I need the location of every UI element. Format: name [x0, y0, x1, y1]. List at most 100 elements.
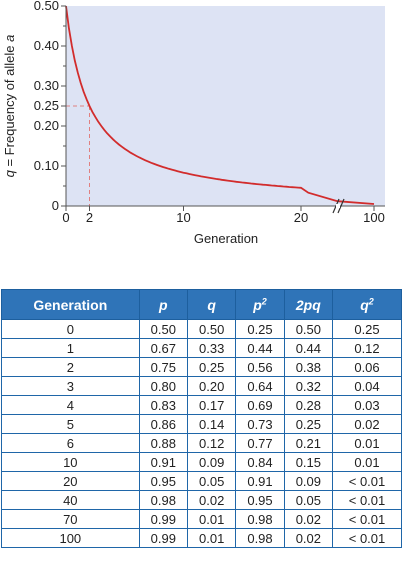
y-tick-label: 0.50: [34, 0, 59, 13]
table-cell: 0.02: [283, 509, 334, 529]
plot-background: [66, 6, 385, 206]
y-tick-label: 0.20: [34, 118, 59, 133]
table-row: 4 0.83 0.17 0.69 0.28 0.03: [1, 395, 402, 415]
table-cell: < 0.01: [332, 490, 402, 510]
table-cell: 0.05: [283, 490, 334, 510]
header-2pq: 2pq: [283, 289, 334, 320]
table-cell: 0.02: [186, 490, 237, 510]
x-tick-label: 0: [62, 210, 69, 225]
table-cell: 2: [1, 357, 140, 377]
y-axis-title: q = Frequency of allele a: [2, 35, 17, 178]
table-cell: 0.32: [283, 376, 334, 396]
break-slash: [337, 198, 345, 214]
table-cell: 0.98: [235, 528, 285, 548]
table-row: 1 0.67 0.33 0.44 0.44 0.12: [1, 338, 402, 358]
table-cell: 0.20: [186, 376, 237, 396]
table-cell: 0.84: [235, 452, 285, 472]
table-cell: 0.99: [138, 528, 188, 548]
table-row: 70 0.99 0.01 0.98 0.02 < 0.01: [1, 509, 402, 529]
table-cell: 0.64: [235, 376, 285, 396]
table-header-row: Generation p q p2 2pq q2: [1, 289, 402, 320]
table-cell: 0.21: [283, 433, 334, 453]
table-cell: 1: [1, 338, 140, 358]
table-row: 100 0.99 0.01 0.98 0.02 < 0.01: [1, 528, 402, 548]
table-cell: 0.01: [186, 528, 237, 548]
table-cell: 0.50: [138, 319, 188, 339]
table-cell: 0.80: [138, 376, 188, 396]
header-generation: Generation: [1, 289, 140, 320]
table-cell: 10: [1, 452, 140, 472]
header-p-squared: p2: [235, 289, 285, 320]
table-cell: 0.25: [332, 319, 402, 339]
x-tick-label: 10: [176, 210, 190, 225]
y-tick-label: 0.10: [34, 158, 59, 173]
x-tick-label: 20: [294, 210, 308, 225]
table-cell: 0.50: [186, 319, 237, 339]
allele-frequency-chart: 0 0.10 0.20 0.25 0.30 0.40 0.50 0 2 10 20 100 Gener…: [2, 0, 385, 246]
table-cell: 0.56: [235, 357, 285, 377]
table-cell: 0.25: [186, 357, 237, 377]
table-cell: 0.99: [138, 509, 188, 529]
table-cell: 0.91: [138, 452, 188, 472]
table-cell: 0.25: [283, 414, 334, 434]
table-cell: 0.95: [235, 490, 285, 510]
table-cell: 0.98: [138, 490, 188, 510]
table-cell: 0.88: [138, 433, 188, 453]
table-cell: 0.09: [283, 471, 334, 491]
table-cell: 0.06: [332, 357, 402, 377]
table-cell: 0.02: [283, 528, 334, 548]
table-cell: 0.50: [283, 319, 334, 339]
x-axis-title: Generation: [194, 231, 258, 246]
table-cell: 0.69: [235, 395, 285, 415]
table-cell: 3: [1, 376, 140, 396]
table-row: 0 0.50 0.50 0.25 0.50 0.25: [1, 319, 402, 339]
table-cell: 0.03: [332, 395, 402, 415]
table-cell: 0.01: [332, 452, 402, 472]
x-tick-label: 100: [363, 210, 385, 225]
table-cell: 0.05: [186, 471, 237, 491]
table-cell: 70: [1, 509, 140, 529]
table-cell: 0.91: [235, 471, 285, 491]
y-tick-label: 0.30: [34, 78, 59, 93]
table-cell: 0.73: [235, 414, 285, 434]
table-cell: 5: [1, 414, 140, 434]
table-row: 6 0.88 0.12 0.77 0.21 0.01: [1, 433, 402, 453]
table-cell: 100: [1, 528, 140, 548]
table-row: 20 0.95 0.05 0.91 0.09 < 0.01: [1, 471, 402, 491]
table-cell: < 0.01: [332, 471, 402, 491]
y-tick-label: 0.25: [34, 98, 59, 113]
table-cell: 6: [1, 433, 140, 453]
table-cell: 0.28: [283, 395, 334, 415]
table-cell: 0.95: [138, 471, 188, 491]
table-row: 10 0.91 0.09 0.84 0.15 0.01: [1, 452, 402, 472]
header-q-squared: q2: [332, 289, 402, 320]
table-row: 40 0.98 0.02 0.95 0.05 < 0.01: [1, 490, 402, 510]
table-cell: 20: [1, 471, 140, 491]
header-p: p: [138, 289, 188, 320]
table-cell: 4: [1, 395, 140, 415]
table-cell: 0.98: [235, 509, 285, 529]
table-cell: 0: [1, 319, 140, 339]
table-cell: 0.12: [186, 433, 237, 453]
table-cell: 0.77: [235, 433, 285, 453]
table-cell: 0.01: [332, 433, 402, 453]
table-row: 2 0.75 0.25 0.56 0.38 0.06: [1, 357, 402, 377]
x-tick-label: 2: [86, 210, 93, 225]
table-cell: 0.44: [235, 338, 285, 358]
table-cell: < 0.01: [332, 509, 402, 529]
frequency-curve: [65, 5, 375, 205]
table-cell: 0.25: [235, 319, 285, 339]
table-cell: 0.67: [138, 338, 188, 358]
table-cell: 0.38: [283, 357, 334, 377]
table-cell: 0.33: [186, 338, 237, 358]
table-cell: 0.15: [283, 452, 334, 472]
y-tick-label: 0: [52, 198, 59, 213]
y-tick-label: 0.40: [34, 38, 59, 53]
table-cell: 0.86: [138, 414, 188, 434]
break-gap: [336, 204, 340, 208]
header-q: q: [186, 289, 237, 320]
table-cell: 0.02: [332, 414, 402, 434]
table-cell: 0.04: [332, 376, 402, 396]
table-cell: 0.75: [138, 357, 188, 377]
table-row: 3 0.80 0.20 0.64 0.32 0.04: [1, 376, 402, 396]
